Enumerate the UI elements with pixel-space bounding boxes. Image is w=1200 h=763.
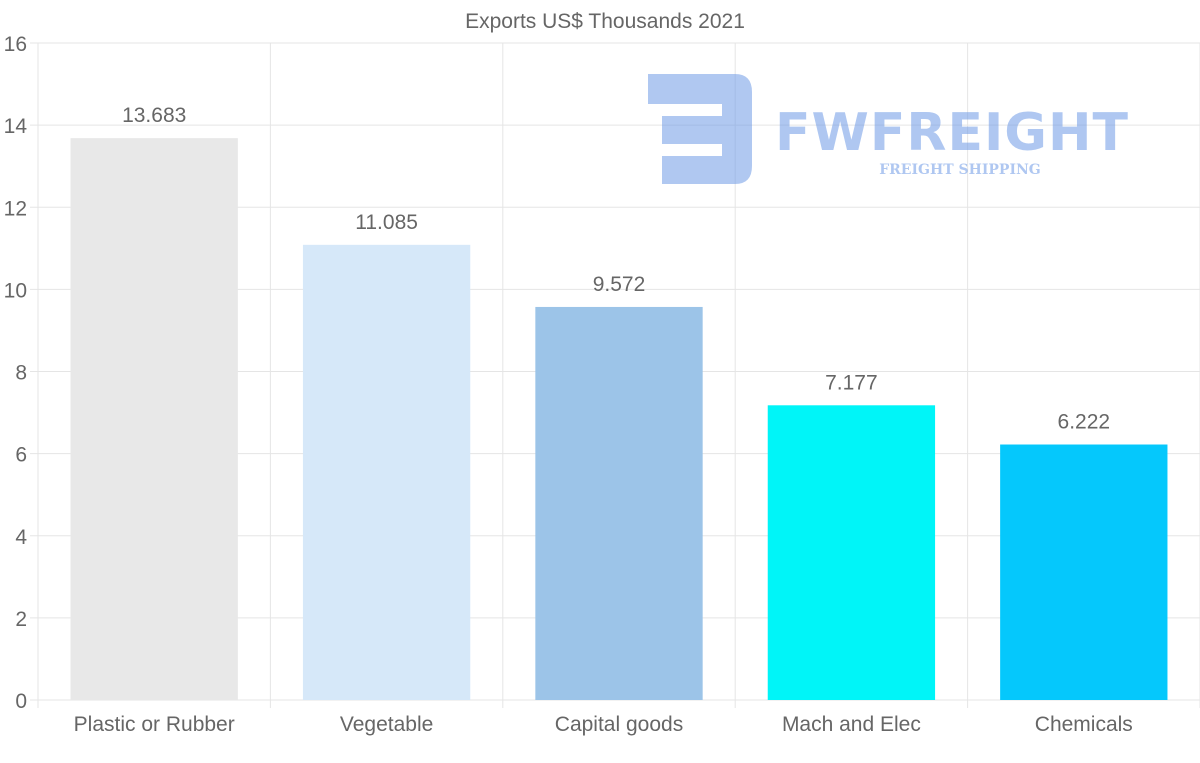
x-tick-label: Vegetable [340,713,433,736]
x-axis: Plastic or Rubber Vegetable Capital goods M… [74,713,1133,736]
bar[interactable] [70,138,238,700]
data-label: 7.177 [825,371,878,394]
y-tick-label: 0 [15,690,27,713]
y-tick-label: 8 [15,362,27,385]
data-label: 11.085 [355,211,418,234]
bar[interactable] [1000,444,1168,700]
data-label: 9.572 [593,273,646,296]
watermark-logo: FWFREIGHT FREIGHT SHIPPING [648,74,1129,184]
x-tick-label: Capital goods [555,713,683,736]
y-tick-label: 6 [15,444,27,467]
y-tick-label: 2 [15,608,27,631]
x-tick-label: Plastic or Rubber [74,713,235,736]
data-labels: 13.683 11.085 9.572 7.177 6.222 [122,104,1110,433]
y-tick-label: 12 [4,197,27,220]
chart-title: Exports US$ Thousands 2021 [465,10,745,33]
x-tick-label: Chemicals [1035,713,1133,736]
data-label: 13.683 [122,104,186,127]
watermark-brand: FWFREIGHT [775,103,1129,163]
y-tick-label: 16 [4,33,27,56]
bar[interactable] [535,306,703,700]
y-tick-label: 4 [15,526,27,549]
x-tick-label: Mach and Elec [782,713,921,736]
y-tick-label: 10 [4,279,27,302]
watermark-tagline: FREIGHT SHIPPING [879,162,1041,178]
bars [70,138,1168,700]
bar[interactable] [767,405,936,700]
y-tick-label: 14 [4,115,28,138]
data-label: 6.222 [1058,411,1111,434]
bar[interactable] [302,244,471,700]
y-axis: 0 2 4 6 8 10 12 14 16 [4,33,28,713]
fw-logo-icon [648,74,752,184]
